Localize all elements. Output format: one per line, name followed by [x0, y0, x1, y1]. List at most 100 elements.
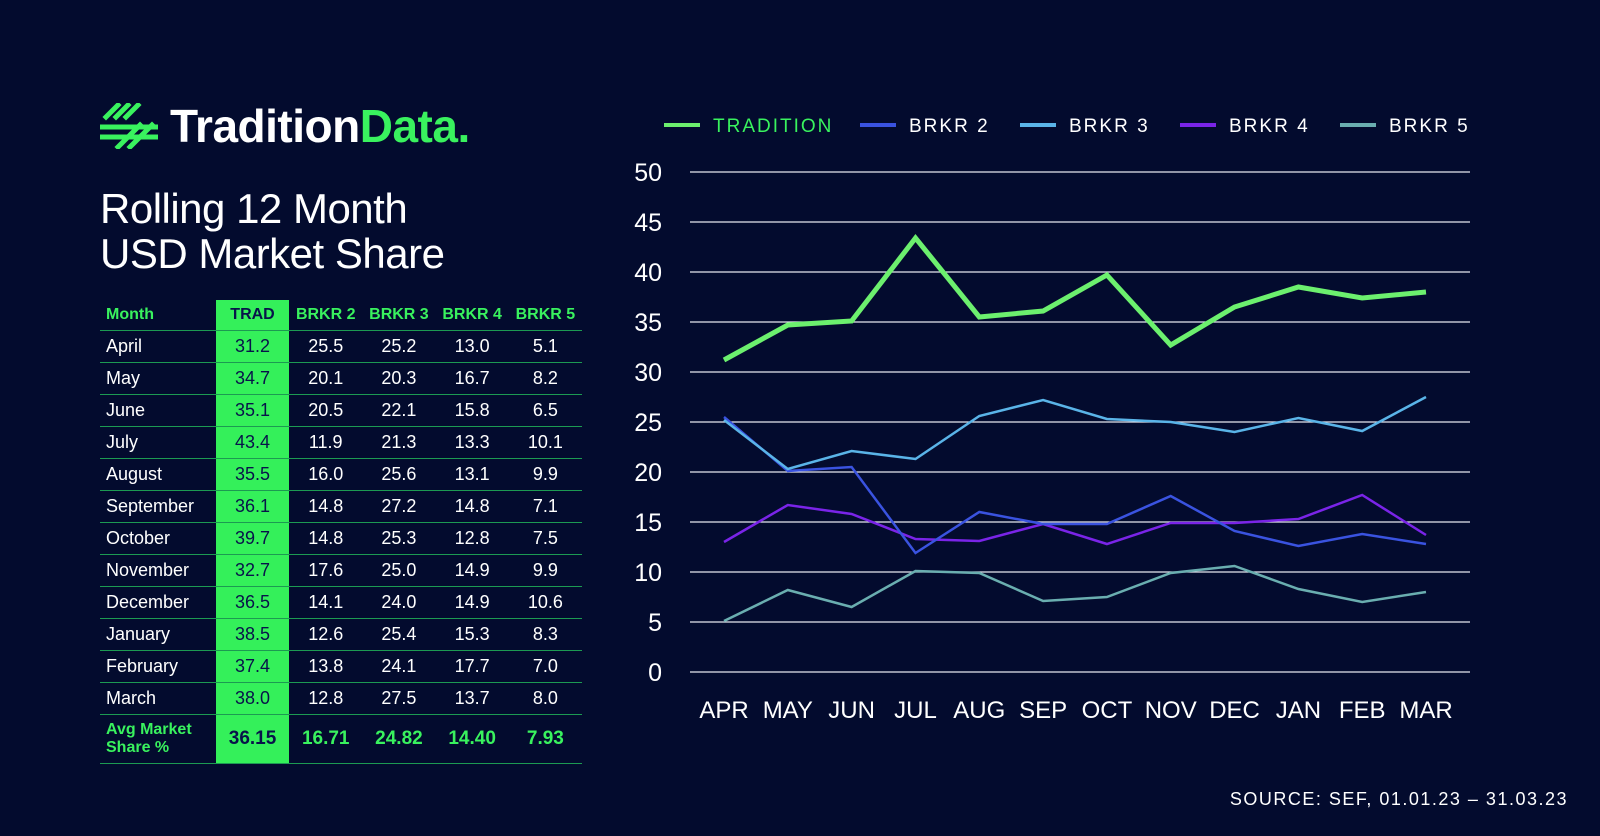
series-line-0 [722, 233, 1427, 363]
value-cell: 22.1 [362, 394, 436, 427]
value-cell: 14.8 [289, 522, 363, 555]
y-tick-label: 30 [634, 359, 662, 387]
value-cell: 5.1 [508, 330, 582, 363]
value-cell: 20.3 [362, 362, 436, 395]
value-cell: 14.9 [435, 586, 509, 619]
value-cell: 25.4 [362, 618, 436, 651]
market-share-chart: 0 5 10 15 20 25 30 35 40 45 50 APR MAY JUN JUL AUG SEP OC… [620, 100, 1520, 750]
month-cell: January [100, 618, 216, 651]
value-cell: 20.5 [289, 394, 363, 427]
value-cell: 12.6 [289, 618, 363, 651]
x-tick-label: OCT [1082, 697, 1133, 724]
average-value-cell: 7.93 [508, 714, 582, 764]
x-tick-label: APR [699, 697, 748, 724]
month-cell: August [100, 458, 216, 491]
column-header: BRKR 5 [508, 300, 582, 331]
table-row: December 36.5 14.1 24.0 14.9 10.6 [100, 586, 582, 619]
average-value-cell: 16.71 [289, 714, 363, 764]
value-cell: 21.3 [362, 426, 436, 459]
month-cell: September [100, 490, 216, 523]
series-line-2 [723, 395, 1427, 471]
value-cell: 31.2 [215, 330, 290, 363]
x-tick-label: FEB [1339, 697, 1386, 724]
month-cell: June [100, 394, 216, 427]
average-value-cell: 14.40 [435, 714, 509, 764]
brand-name: TraditionData. [170, 100, 470, 152]
value-cell: 36.1 [215, 490, 290, 523]
table-header-row: Month TRAD BRKR 2 BRKR 3 BRKR 4 BRKR 5 [100, 300, 582, 331]
table-row: January 38.5 12.6 25.4 15.3 8.3 [100, 618, 582, 651]
average-label-line-1: Avg Market [106, 721, 192, 738]
value-cell: 25.5 [289, 330, 363, 363]
value-cell: 7.0 [508, 650, 582, 683]
y-tick-label: 20 [634, 459, 662, 487]
series-line-3 [723, 493, 1427, 546]
month-cell: July [100, 426, 216, 459]
x-tick-label: DEC [1209, 697, 1260, 724]
value-cell: 14.1 [289, 586, 363, 619]
value-cell: 27.2 [362, 490, 436, 523]
x-tick-label: MAR [1399, 697, 1452, 724]
value-cell: 14.8 [289, 490, 363, 523]
month-cell: December [100, 586, 216, 619]
value-cell: 24.1 [362, 650, 436, 683]
value-cell: 7.5 [508, 522, 582, 555]
y-tick-label: 5 [648, 609, 662, 637]
legend-label: BRKR 5 [1389, 116, 1470, 137]
value-cell: 25.6 [362, 458, 436, 491]
page-title: Rolling 12 Month USD Market Share [100, 186, 445, 276]
average-value-cell: 36.15 [215, 714, 290, 764]
legend-label: BRKR 3 [1069, 116, 1150, 137]
value-cell: 6.5 [508, 394, 582, 427]
column-header: BRKR 3 [362, 300, 436, 331]
value-cell: 13.3 [435, 426, 509, 459]
column-header: Month [100, 300, 216, 331]
x-tick-label: NOV [1145, 697, 1197, 724]
value-cell: 35.5 [215, 458, 290, 491]
x-tick-label: JUN [828, 697, 875, 724]
legend-label: BRKR 2 [909, 116, 990, 137]
table-row: July 43.4 11.9 21.3 13.3 10.1 [100, 426, 582, 459]
table-row: May 34.7 20.1 20.3 16.7 8.2 [100, 362, 582, 395]
value-cell: 25.0 [362, 554, 436, 587]
month-cell: February [100, 650, 216, 683]
value-cell: 14.8 [435, 490, 509, 523]
table-row: November 32.7 17.6 25.0 14.9 9.9 [100, 554, 582, 587]
value-cell: 12.8 [435, 522, 509, 555]
value-cell: 25.2 [362, 330, 436, 363]
brand-word-2: Data. [359, 100, 470, 152]
line-chart: 0 5 10 15 20 25 30 35 40 45 50 APR MAY JUN JUL AUG SEP OC… [634, 116, 1470, 724]
month-cell: March [100, 682, 216, 715]
table-row: June 35.1 20.5 22.1 15.8 6.5 [100, 394, 582, 427]
y-tick-label: 50 [634, 159, 662, 187]
value-cell: 27.5 [362, 682, 436, 715]
value-cell: 20.1 [289, 362, 363, 395]
value-cell: 8.3 [508, 618, 582, 651]
value-cell: 15.3 [435, 618, 509, 651]
value-cell: 25.3 [362, 522, 436, 555]
x-tick-label: MAY [763, 697, 813, 724]
table-row: April 31.2 25.5 25.2 13.0 5.1 [100, 330, 582, 363]
value-cell: 24.0 [362, 586, 436, 619]
table-row: August 35.5 16.0 25.6 13.1 9.9 [100, 458, 582, 491]
value-cell: 35.1 [215, 394, 290, 427]
series-line-1 [723, 416, 1427, 555]
value-cell: 16.0 [289, 458, 363, 491]
market-share-table: Month TRAD BRKR 2 BRKR 3 BRKR 4 BRKR 5 April 31… [100, 300, 582, 764]
table-row: February 37.4 13.8 24.1 17.7 7.0 [100, 650, 582, 683]
value-cell: 13.0 [435, 330, 509, 363]
value-cell: 13.8 [289, 650, 363, 683]
value-cell: 43.4 [215, 426, 290, 459]
value-cell: 9.9 [508, 458, 582, 491]
value-cell: 8.2 [508, 362, 582, 395]
value-cell: 15.8 [435, 394, 509, 427]
value-cell: 7.1 [508, 490, 582, 523]
average-row: Avg Market Share % 36.15 16.71 24.82 14.40 7.9… [100, 714, 582, 764]
x-tick-label: AUG [953, 697, 1005, 724]
month-cell: November [100, 554, 216, 587]
average-label-line-2: Share % [106, 739, 170, 756]
value-cell: 39.7 [215, 522, 290, 555]
legend-label: TRADITION [713, 116, 833, 137]
value-cell: 37.4 [215, 650, 290, 683]
value-cell: 9.9 [508, 554, 582, 587]
